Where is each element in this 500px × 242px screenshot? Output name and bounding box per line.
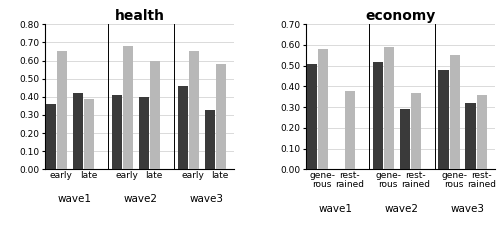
Bar (384, 47, 394, 169)
Bar (123, 46, 133, 169)
Bar (150, 60, 160, 169)
Bar (306, 64, 316, 169)
Bar (84, 99, 94, 169)
Text: wave3: wave3 (190, 194, 224, 204)
Title: economy: economy (366, 9, 436, 23)
Bar (438, 70, 448, 169)
Bar (138, 97, 148, 169)
Bar (477, 95, 487, 169)
Bar (318, 49, 328, 169)
Title: health: health (114, 9, 164, 23)
Bar (411, 93, 421, 169)
Text: wave1: wave1 (58, 194, 92, 204)
Bar (372, 61, 382, 169)
Bar (57, 51, 67, 169)
Bar (345, 91, 355, 169)
Bar (450, 55, 460, 169)
Bar (46, 104, 56, 169)
Text: wave2: wave2 (124, 194, 158, 204)
Bar (178, 86, 188, 169)
Bar (72, 93, 83, 169)
Bar (400, 109, 409, 169)
Text: wave1: wave1 (319, 204, 353, 214)
Text: wave2: wave2 (384, 204, 418, 214)
Bar (189, 51, 199, 169)
Bar (216, 64, 226, 169)
Bar (466, 103, 475, 169)
Bar (204, 109, 214, 169)
Bar (112, 95, 122, 169)
Text: wave3: wave3 (450, 204, 484, 214)
